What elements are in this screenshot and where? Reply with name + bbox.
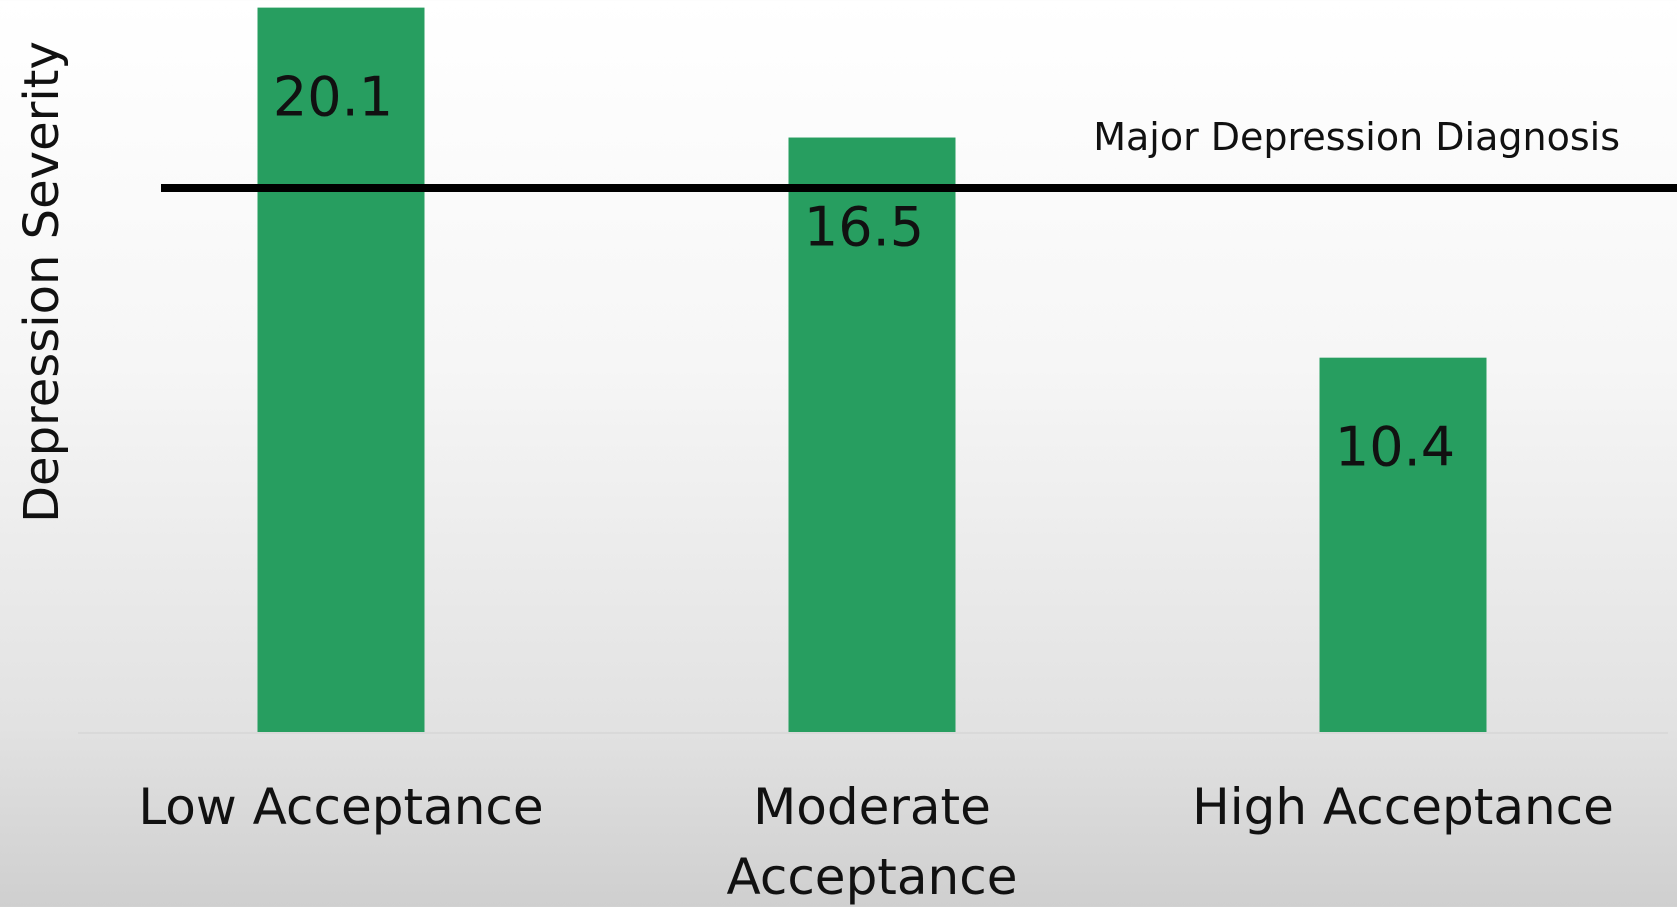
category-labels-layer: Low Acceptance Moderate Acceptance High Acc… bbox=[138, 778, 1614, 906]
category-label: Acceptance bbox=[727, 848, 1018, 906]
value-label: 10.4 bbox=[1335, 416, 1455, 479]
value-label: 20.1 bbox=[273, 66, 393, 129]
reference-layer: Major Depression Diagnosis bbox=[161, 115, 1677, 193]
category-label: Low Acceptance bbox=[138, 778, 543, 836]
value-labels-layer: 20.1 16.5 10.4 bbox=[273, 66, 1455, 479]
bar-high-acceptance bbox=[1319, 357, 1487, 733]
bar-low-acceptance bbox=[257, 7, 425, 734]
y-axis-label: Depression Severity bbox=[14, 41, 70, 523]
bars-layer bbox=[257, 7, 1487, 734]
value-label: 16.5 bbox=[804, 196, 924, 259]
category-label: Moderate bbox=[753, 778, 991, 836]
category-label: High Acceptance bbox=[1192, 778, 1614, 836]
reference-line-label: Major Depression Diagnosis bbox=[1093, 115, 1620, 159]
bar-moderate-acceptance bbox=[788, 137, 956, 733]
